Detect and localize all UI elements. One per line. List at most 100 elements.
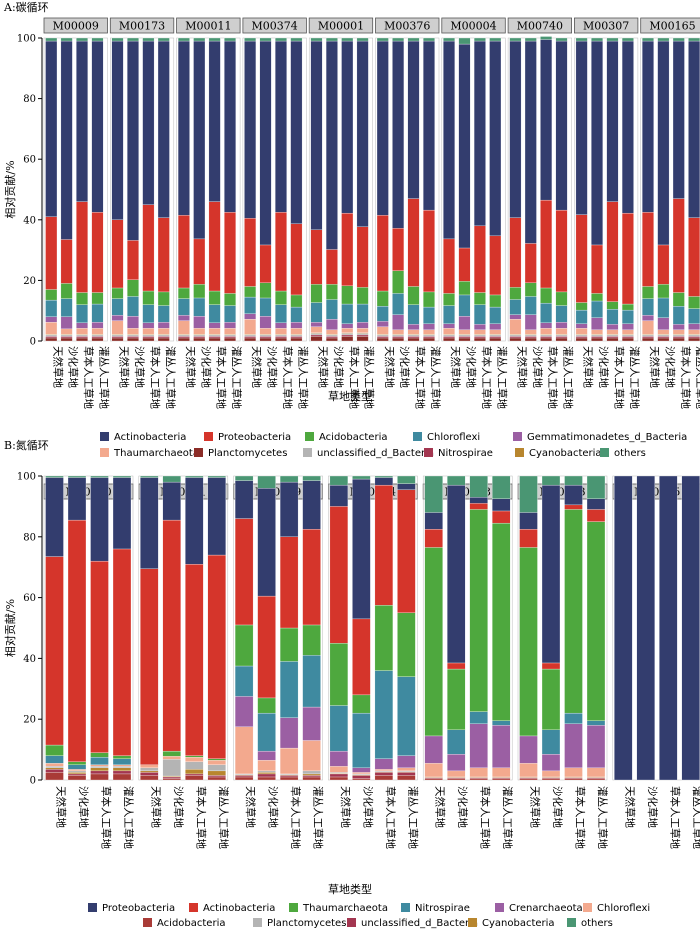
bar-segment (575, 337, 588, 342)
bar-segment (140, 772, 159, 776)
bar-segment (279, 481, 299, 537)
bar-segment (356, 37, 369, 42)
bar-segment (575, 334, 588, 337)
bar-segment (112, 477, 132, 550)
bar-segment (140, 475, 159, 478)
bar-segment (591, 244, 603, 294)
bar-segment (259, 297, 272, 317)
bar-segment (90, 757, 109, 765)
legend-label: others (614, 448, 646, 459)
bar-segment (376, 37, 389, 42)
x-tick-label: 沙化草地 (67, 346, 80, 388)
bar-segment (564, 509, 583, 714)
bar-segment (185, 755, 204, 758)
bar-segment (162, 475, 181, 483)
bar-segment (540, 328, 553, 335)
bar-segment (45, 334, 58, 337)
bar-segment (224, 336, 236, 339)
bar-segment (177, 337, 190, 342)
bar-segment (302, 475, 321, 481)
bar-segment (67, 764, 87, 770)
x-tick-label: 沙化草地 (464, 346, 477, 388)
bar-segment (325, 337, 338, 342)
legend-swatch (401, 903, 410, 912)
bar-segment (111, 337, 124, 342)
bar-segment (688, 37, 700, 42)
bar-segment (621, 336, 634, 339)
panel-header (507, 17, 573, 34)
bar-segment (142, 337, 155, 342)
x-tick-label: 草本人工草地 (479, 786, 492, 849)
bar-segment (208, 322, 221, 329)
x-tick-label: 天然草地 (316, 346, 329, 388)
bar-segment (341, 303, 354, 324)
bar-segment (208, 328, 221, 335)
x-axis-label: 草地类型 (328, 882, 372, 896)
bar-segment (224, 328, 236, 335)
bar-segment (341, 285, 354, 305)
bar-segment (540, 336, 553, 339)
bar-segment (575, 302, 588, 311)
bar-segment (458, 329, 471, 335)
bar-segment (642, 40, 654, 213)
bar-segment (397, 483, 416, 490)
bar-segment (112, 770, 132, 775)
bar-segment (564, 504, 583, 510)
bar-segment (244, 296, 257, 314)
bar-segment (290, 334, 303, 337)
bar-segment (473, 40, 486, 227)
bar-segment (540, 302, 553, 323)
legend-swatch (515, 448, 524, 457)
bar-segment (657, 244, 670, 285)
x-tick-label: 天然草地 (339, 786, 352, 828)
bar-segment (290, 223, 303, 296)
panel-label: M00004 (450, 20, 496, 33)
x-tick-label: 草本人工草地 (82, 346, 95, 409)
bar-segment (207, 477, 226, 556)
bar-segment (424, 735, 443, 764)
bar-segment (259, 336, 272, 339)
x-tick-label: 灌丛人工草地 (495, 346, 508, 409)
bar-segment (473, 225, 486, 293)
bar-segment (76, 322, 88, 329)
x-tick-label: 灌丛人工草地 (312, 786, 325, 849)
bar-segment (90, 560, 109, 753)
legend-swatch (189, 903, 198, 912)
x-tick-label: 沙化草地 (267, 786, 280, 828)
bar-segment (657, 37, 670, 42)
bar-segment (142, 322, 155, 329)
bar-segment (290, 328, 303, 335)
legend-label: Acidobacteria (319, 432, 387, 443)
bar-segment (91, 37, 104, 42)
legend-swatch (88, 903, 97, 912)
chart-title: B:氮循环 (4, 438, 49, 452)
bar-segment (352, 772, 371, 775)
bar-segment (244, 218, 257, 287)
bar-segment (397, 612, 416, 677)
bar-segment (140, 770, 159, 773)
bar-segment (275, 337, 287, 342)
bar-segment (60, 328, 73, 335)
y-tick-label: 60 (23, 155, 36, 166)
x-tick-label: 沙化草地 (172, 786, 185, 828)
bar-segment (234, 518, 254, 626)
bar-segment (45, 316, 58, 323)
bar-segment (157, 40, 170, 218)
bar-segment (423, 337, 435, 342)
x-tick-label: 沙化草地 (646, 786, 659, 828)
legend-label: Crenarchaeota (509, 903, 583, 914)
bar-segment (407, 198, 420, 287)
bar-segment (140, 764, 159, 768)
bar-segment (244, 337, 257, 342)
bar-segment (469, 503, 488, 510)
bar-segment (193, 316, 206, 329)
bar-segment (67, 519, 87, 762)
bar-segment (290, 322, 303, 329)
bar-segment (397, 755, 416, 768)
bar-segment (541, 754, 561, 772)
panel-frame (441, 37, 506, 342)
bar-segment (244, 336, 257, 339)
bar-segment (407, 334, 420, 337)
bar-segment (329, 506, 349, 644)
bar-segment (60, 298, 73, 317)
